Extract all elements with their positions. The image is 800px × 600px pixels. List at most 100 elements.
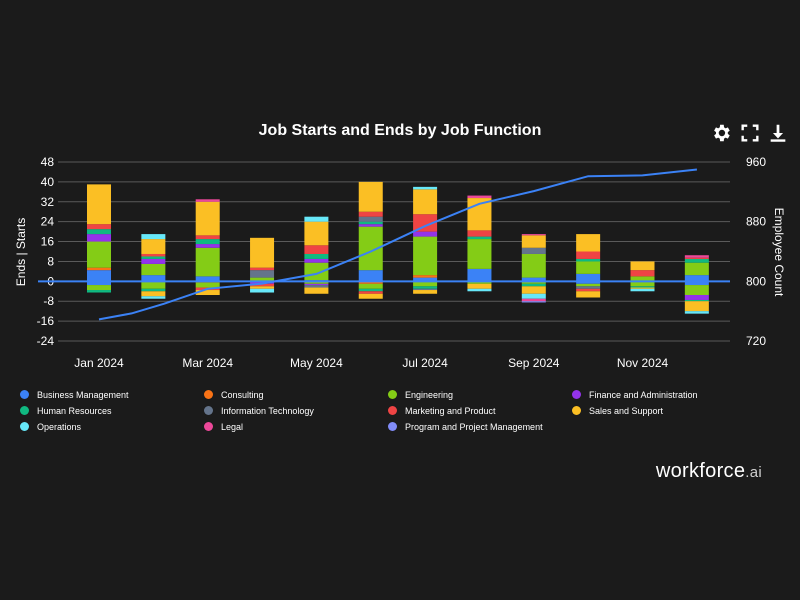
bar-segment [195, 290, 220, 296]
y-tick-left: 32 [41, 195, 55, 209]
legend-label: Business Management [37, 390, 129, 400]
bar-segment [576, 286, 601, 289]
legend-item[interactable]: Human Resources [20, 406, 112, 416]
bar-segment [521, 247, 546, 254]
bar-segment [141, 258, 166, 264]
legend-label: Operations [37, 422, 82, 432]
bar-segment [413, 281, 438, 287]
bar-segment [467, 281, 492, 284]
bar-segment [413, 277, 438, 282]
download-button[interactable] [767, 122, 789, 144]
legend-label: Consulting [221, 390, 264, 400]
legend-swatch [204, 390, 213, 399]
bar-segment [413, 236, 438, 276]
bar-segment [87, 224, 111, 230]
x-tick-label: Jul 2024 [402, 356, 448, 370]
bar-segment [684, 257, 709, 259]
bar-segment [521, 253, 546, 278]
bar-segment [250, 267, 275, 271]
legend-item[interactable]: Marketing and Product [388, 406, 496, 416]
fullscreen-button[interactable] [739, 122, 761, 144]
y-tick-left: 40 [41, 175, 55, 189]
bar-segment [684, 275, 709, 282]
bar-segment [576, 281, 601, 284]
bar-segment [576, 261, 601, 274]
bar-segment [141, 263, 166, 276]
bar-segment [521, 283, 546, 287]
bar-segment [141, 296, 166, 299]
legend-item[interactable]: Consulting [204, 390, 264, 400]
legend-item[interactable]: Program and Project Management [388, 422, 543, 432]
y-tick-right: 960 [746, 155, 766, 169]
bar-segment [521, 286, 546, 294]
legend-swatch [388, 422, 397, 431]
bar-segment [250, 237, 275, 268]
bar-segment [358, 221, 383, 225]
employee-count-line [98, 168, 698, 321]
bar-segment [141, 239, 166, 254]
bar-segment [358, 281, 383, 284]
legend-swatch [388, 390, 397, 399]
bar-segment [358, 291, 383, 294]
bar-segment [141, 291, 166, 297]
legend-label: Information Technology [221, 406, 314, 416]
bar-segment [141, 234, 166, 240]
chart-title: Job Starts and Ends by Job Function [258, 122, 542, 139]
x-tick-label: Mar 2024 [182, 356, 233, 370]
bar-segment [195, 276, 220, 282]
legend-item[interactable]: Business Management [20, 390, 129, 400]
bar-segment [413, 231, 438, 237]
gear-icon [714, 124, 730, 142]
settings-button[interactable] [710, 122, 732, 144]
bar-segment [467, 236, 492, 240]
bar-segment [250, 281, 275, 284]
bar-segment [87, 184, 111, 225]
bar-segment [87, 234, 111, 242]
legend-label: Human Resources [37, 406, 112, 416]
bar-segment [87, 285, 111, 291]
bar-segment [87, 229, 111, 235]
bar-segment [684, 255, 709, 258]
bar-segment [630, 281, 655, 287]
y-tick-left: 8 [47, 254, 54, 268]
bar-segment [684, 281, 709, 286]
y-tick-right: 800 [746, 274, 766, 288]
legend-item[interactable]: Operations [20, 422, 81, 432]
y-tick-left: 16 [41, 235, 55, 249]
bar-segment [576, 291, 601, 298]
bar-segment [630, 287, 655, 289]
legend-swatch [204, 406, 213, 415]
y-tick-left: -24 [37, 334, 55, 348]
bar-segment [250, 277, 275, 282]
bar-segment [87, 270, 111, 282]
legend-item[interactable]: Engineering [388, 390, 453, 400]
x-tick-label: Nov 2024 [617, 356, 669, 370]
legend-label: Legal [221, 422, 244, 432]
bar-segment [304, 253, 329, 259]
bar-segment [413, 288, 438, 291]
bar-segment [467, 288, 492, 292]
bar-segment [358, 293, 383, 299]
bar-segment [358, 283, 383, 289]
legend-item[interactable]: Legal [204, 422, 243, 432]
bar-segment [195, 247, 220, 277]
bar-segment [141, 288, 166, 292]
bar-segment [304, 258, 329, 263]
legend-item[interactable]: Sales and Support [572, 406, 663, 416]
legend-swatch [572, 390, 581, 399]
brand-name: workforce [655, 460, 746, 482]
legend-item[interactable]: Finance and Administration [572, 390, 698, 400]
bar-segment [304, 281, 329, 284]
bar-segment [195, 239, 220, 245]
bar-segment [413, 286, 438, 289]
bar-segment [358, 211, 383, 217]
bar-segment [413, 186, 438, 190]
bar-segment [521, 301, 546, 303]
bar-segment [141, 281, 166, 289]
bar-segment [358, 288, 383, 292]
bar-segment [576, 288, 601, 292]
y-tick-right: 720 [746, 334, 766, 348]
y-axis-title-left: Ends | Starts [14, 218, 28, 286]
legend-item[interactable]: Information Technology [204, 406, 314, 416]
